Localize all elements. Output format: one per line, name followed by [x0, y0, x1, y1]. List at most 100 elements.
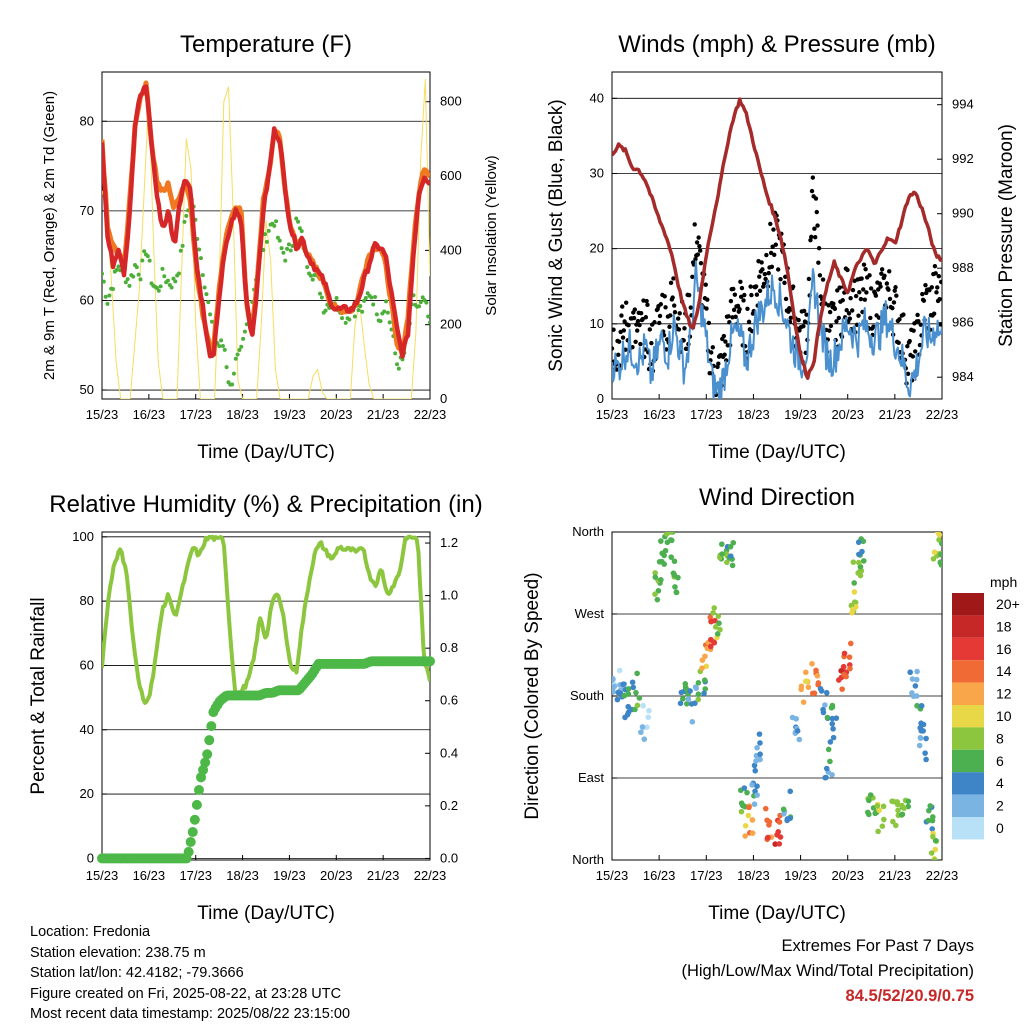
gust-point [631, 315, 637, 321]
dewpoint-point [145, 254, 150, 259]
legend-label: 4 [996, 775, 1004, 791]
direction-point [629, 679, 636, 686]
direction-point [867, 792, 874, 798]
x-tick-label: 17/23 [179, 868, 212, 883]
dewpoint-point [235, 352, 240, 357]
direction-point [823, 689, 830, 696]
gust-point [864, 290, 869, 295]
direction-point [612, 689, 616, 695]
precip-point [185, 836, 196, 847]
direction-point [752, 767, 759, 774]
dewpoint-point [288, 248, 293, 253]
gust-point [741, 298, 746, 303]
gust-point [709, 350, 714, 355]
dewpoint-point [362, 298, 367, 303]
dewpoint-point [371, 302, 376, 307]
direction-point [742, 822, 749, 829]
dewpoint-point [279, 246, 284, 251]
gust-point [836, 315, 842, 321]
direction-point [917, 735, 924, 741]
direction-point [895, 807, 901, 814]
direction-point [671, 558, 678, 565]
direction-point [931, 857, 938, 860]
dewpoint-point [224, 365, 229, 370]
dewpoint-point [308, 273, 313, 278]
precip-point [193, 784, 204, 795]
direction-point [708, 636, 714, 643]
gust-point [682, 326, 687, 331]
x-tick-label: 22/23 [414, 868, 447, 883]
gust-point [759, 260, 764, 265]
gust-point [806, 276, 812, 282]
direction-point [775, 829, 782, 835]
direction-point [754, 783, 760, 789]
direction-point [937, 559, 942, 565]
panel-dir: 15/23 16/23 17/23 18/23 19/23 20/23 21/23 22/23… [522, 484, 1020, 924]
gust-point [697, 243, 702, 249]
direction-point [910, 693, 917, 700]
legend-label: 8 [996, 730, 1004, 746]
legend-label: 16 [996, 641, 1012, 657]
legend-label: 6 [996, 753, 1004, 769]
dewpoint-point [162, 274, 167, 279]
gust-point [696, 235, 701, 240]
gust-point [693, 256, 698, 262]
dewpoint-point [107, 293, 112, 298]
dewpoint-point [263, 232, 268, 237]
gust-point [863, 266, 868, 272]
y-tick-label: West [575, 606, 605, 621]
gust-point [710, 345, 716, 350]
gust-point [749, 292, 754, 298]
gust-point [782, 280, 787, 286]
gust-point [890, 305, 895, 311]
direction-point [695, 691, 702, 698]
gust-point [620, 304, 625, 309]
gust-point [879, 267, 885, 272]
direction-point [712, 617, 718, 624]
gust-point [706, 320, 712, 326]
gust-point [768, 221, 773, 227]
gust-point [670, 295, 675, 300]
y2-tick-label: 0.6 [440, 693, 458, 708]
direction-point [668, 554, 675, 560]
direction-point [930, 833, 936, 840]
gust-point [731, 307, 737, 313]
gust-point [657, 313, 663, 319]
dewpoint-point [294, 216, 299, 221]
dewpoint-point [220, 343, 225, 348]
direction-point [634, 702, 641, 709]
x-tick-label: 20/23 [831, 868, 864, 883]
direction-point [800, 699, 807, 705]
dewpoint-point [182, 219, 187, 224]
dewpoint-point [299, 229, 304, 234]
gust-point [939, 279, 942, 285]
gust-point [622, 319, 627, 324]
direction-point [621, 692, 628, 699]
gust-point [645, 302, 650, 308]
gust-point [873, 293, 879, 298]
gust-point [772, 252, 777, 258]
direction-point [928, 850, 935, 856]
direction-point [913, 676, 920, 683]
gust-point [686, 293, 692, 298]
direction-point [654, 596, 661, 603]
direction-point [749, 830, 756, 836]
direction-point [813, 667, 819, 674]
dewpoint-point [131, 274, 136, 279]
dewpoint-point [285, 246, 290, 251]
direction-point [684, 700, 690, 707]
legend-swatch [952, 817, 984, 840]
gust-point [649, 340, 654, 346]
gust-point [905, 371, 911, 377]
gust-point [886, 287, 891, 292]
direction-point [668, 537, 674, 543]
plot-frame [611, 71, 943, 400]
gust-point [827, 328, 832, 333]
direction-point [612, 683, 618, 690]
dewpoint-point [305, 265, 310, 270]
direction-point [746, 804, 752, 811]
x-tick-label: 20/23 [320, 407, 353, 422]
y2-tick-label: 984 [952, 369, 974, 384]
dewpoint-point [352, 314, 357, 319]
direction-point [754, 744, 760, 751]
